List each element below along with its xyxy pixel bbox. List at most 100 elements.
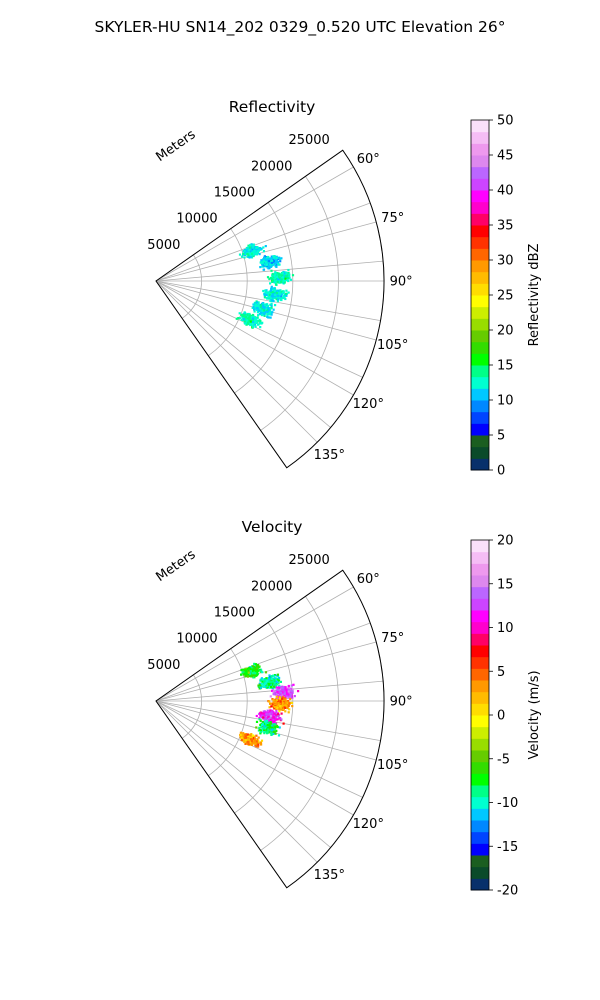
echo-cell — [274, 693, 277, 696]
colorbar-segment — [471, 435, 489, 448]
echo-cell — [270, 711, 273, 714]
echo-cell — [278, 697, 281, 700]
echo-cell — [277, 289, 280, 292]
radial-tick-label: 5000 — [147, 238, 180, 253]
echo-cell — [269, 676, 272, 679]
colorbar: -20 -15 -10 -5 0 5 10 15 20 Velocity (m/s) — [470, 534, 542, 899]
colorbar-tick-label: 30 — [497, 254, 514, 269]
angular-gridline — [155, 221, 377, 282]
echo-cell — [251, 675, 254, 678]
echo-cell — [253, 741, 256, 744]
echo-cell — [275, 695, 278, 698]
echo-cell — [279, 274, 282, 278]
echo-cell — [274, 281, 277, 284]
echo-cell — [284, 699, 287, 702]
echo-cell — [251, 317, 255, 320]
colorbar-segment — [471, 703, 489, 716]
echo-cell — [257, 305, 260, 308]
echo-cell — [272, 691, 275, 694]
echo-cell — [254, 672, 257, 675]
colorbar-segment — [471, 586, 489, 599]
echo-cell — [246, 671, 249, 674]
echo-cell — [275, 679, 278, 682]
echo-cell — [263, 255, 266, 258]
echo-cell — [259, 266, 262, 269]
echo-cell — [280, 274, 283, 277]
colorbar-segment — [471, 831, 489, 844]
echo-cell — [257, 303, 260, 306]
echo-cell — [270, 313, 273, 316]
echo-cell — [263, 294, 266, 297]
echo-cell — [269, 297, 272, 300]
angular-tick-label: 75° — [381, 631, 404, 646]
echo-cell — [270, 685, 273, 688]
colorbar-segment — [471, 668, 489, 681]
radial-tick-label: 10000 — [176, 212, 217, 227]
figure-suptitle: SKYLER-HU SN14_202 0329_0.520 UTC Elevat… — [95, 18, 506, 37]
colorbar-tick-label: 20 — [497, 534, 514, 549]
echo-cell — [265, 677, 268, 680]
echo-cell — [269, 722, 273, 725]
echo-cell — [261, 685, 264, 688]
echo-cell — [287, 711, 290, 714]
echo-cell — [290, 696, 293, 699]
echo-cell — [253, 737, 256, 740]
echo-cell — [284, 277, 287, 280]
echo-cell — [276, 718, 279, 721]
echo-cell — [270, 677, 273, 680]
echo-cell — [276, 675, 280, 678]
echo-cell — [268, 258, 271, 261]
echo-cell — [274, 726, 277, 729]
angular-gridline — [155, 700, 363, 798]
echo-cell — [264, 720, 267, 723]
echo-cell — [275, 258, 278, 261]
echo-cell — [277, 262, 280, 266]
echo-cell — [259, 732, 262, 735]
echo-cell — [272, 291, 275, 294]
echo-cell — [241, 668, 244, 671]
echo-cell — [280, 257, 283, 260]
echo-cell — [285, 688, 288, 692]
echo-cell — [271, 272, 274, 276]
echo-cell — [260, 677, 263, 680]
colorbar-segment — [471, 318, 489, 331]
echo-cell — [269, 695, 272, 698]
echo-cell — [279, 260, 282, 263]
echo-cell — [244, 672, 247, 675]
echo-cell — [251, 313, 254, 317]
echo-cell — [244, 742, 247, 745]
echo-cell — [246, 738, 250, 741]
echo-cell — [253, 308, 256, 311]
echo-cell — [283, 275, 286, 278]
angular-tick-label: 75° — [381, 211, 404, 226]
echo-cell — [285, 294, 288, 297]
echo-cell — [254, 325, 257, 328]
echo-cell — [268, 683, 271, 686]
echo-cell — [265, 296, 268, 299]
echo-cell — [252, 254, 255, 258]
echo-cell — [279, 295, 282, 298]
echo-cell — [276, 281, 279, 284]
echo-cell — [288, 702, 291, 705]
echo-cell — [251, 672, 255, 675]
echo-cell — [266, 709, 269, 712]
echo-cell — [251, 248, 254, 251]
echo-cell — [256, 311, 259, 314]
echo-cell — [270, 719, 273, 723]
echo-cell — [281, 291, 284, 294]
echo-cell — [281, 692, 284, 695]
echo-cell — [243, 256, 246, 259]
echo-cell — [266, 304, 269, 307]
colorbar-tick-label: 10 — [497, 394, 514, 409]
echo-cell — [281, 688, 284, 692]
echo-cell — [275, 255, 278, 258]
colorbar-segment — [471, 878, 489, 891]
echo-cell — [278, 691, 281, 694]
echo-cell — [263, 314, 266, 317]
echo-cell — [275, 686, 278, 689]
sector-outline — [155, 149, 385, 469]
echo-cell — [255, 307, 258, 310]
echo-cell — [275, 263, 278, 266]
echo-cell — [264, 730, 267, 733]
echo-cell — [249, 736, 252, 739]
